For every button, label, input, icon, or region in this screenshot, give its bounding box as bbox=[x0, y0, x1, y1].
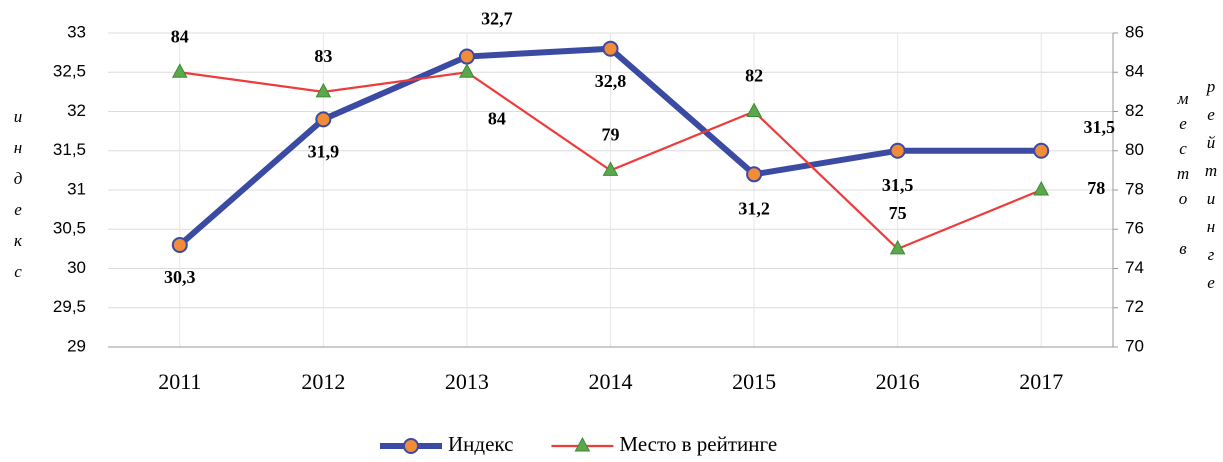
legend-marker bbox=[403, 438, 419, 454]
data-label: 75 bbox=[889, 203, 907, 223]
y2-tick-label: 86 bbox=[1125, 22, 1144, 41]
y-tick-label: 32 bbox=[67, 101, 86, 120]
x-tick-label: 2015 bbox=[732, 369, 776, 394]
y-tick-label: 30,5 bbox=[53, 219, 86, 238]
x-tick-label: 2014 bbox=[589, 369, 633, 394]
data-label: 83 bbox=[314, 46, 332, 66]
data-label: 82 bbox=[745, 66, 763, 86]
x-tick-label: 2017 bbox=[1019, 369, 1063, 394]
data-label: 31,9 bbox=[308, 141, 340, 161]
marker bbox=[1033, 142, 1050, 159]
y2-tick-label: 78 bbox=[1125, 179, 1144, 198]
data-label: 84 bbox=[171, 26, 189, 46]
legend-label: Место в рейтинге bbox=[619, 432, 777, 456]
marker bbox=[746, 102, 762, 117]
x-tick-label: 2011 bbox=[158, 369, 201, 394]
data-label: 78 bbox=[1087, 178, 1105, 198]
y-tick-label: 30 bbox=[67, 258, 86, 277]
data-label: 31,2 bbox=[738, 198, 770, 218]
x-tick-label: 2016 bbox=[876, 369, 920, 394]
marker bbox=[458, 48, 475, 65]
y-tick-label: 31 bbox=[67, 179, 86, 198]
marker bbox=[171, 236, 188, 253]
data-label: 30,3 bbox=[164, 267, 196, 287]
y-tick-label: 33 bbox=[67, 22, 86, 41]
marker bbox=[746, 166, 763, 183]
legend-marker bbox=[574, 436, 591, 452]
legend-label: Индекс bbox=[448, 432, 513, 456]
marker bbox=[602, 161, 619, 176]
marker bbox=[889, 239, 906, 255]
marker bbox=[315, 82, 332, 98]
y2-tick-label: 70 bbox=[1125, 336, 1144, 355]
data-label: 79 bbox=[602, 125, 620, 145]
marker bbox=[459, 63, 475, 78]
marker bbox=[171, 63, 188, 78]
marker bbox=[1033, 180, 1050, 196]
data-label: 32,7 bbox=[481, 9, 513, 29]
marker bbox=[889, 142, 906, 159]
y2-tick-label: 84 bbox=[1125, 62, 1144, 81]
marker bbox=[315, 111, 332, 128]
y2-tick-label: 74 bbox=[1125, 258, 1144, 277]
y2-tick-label: 76 bbox=[1125, 219, 1144, 238]
y2-tick-label: 80 bbox=[1125, 140, 1144, 159]
y2-tick-label: 82 bbox=[1125, 101, 1144, 120]
y2-axis-title: м е с т о вр е й т и н г е bbox=[1177, 77, 1218, 292]
x-tick-label: 2012 bbox=[301, 369, 345, 394]
data-label: 31,5 bbox=[1083, 117, 1115, 137]
x-tick-label: 2013 bbox=[445, 369, 489, 394]
data-label: 32,8 bbox=[595, 71, 627, 91]
data-label: 31,5 bbox=[882, 175, 914, 195]
y-tick-label: 32,5 bbox=[53, 62, 86, 81]
y-tick-label: 31,5 bbox=[53, 140, 86, 159]
y-tick-label: 29,5 bbox=[53, 297, 86, 316]
data-label: 84 bbox=[488, 108, 506, 128]
y-tick-label: 29 bbox=[67, 336, 86, 355]
y2-tick-label: 72 bbox=[1125, 297, 1144, 316]
marker bbox=[602, 40, 619, 57]
